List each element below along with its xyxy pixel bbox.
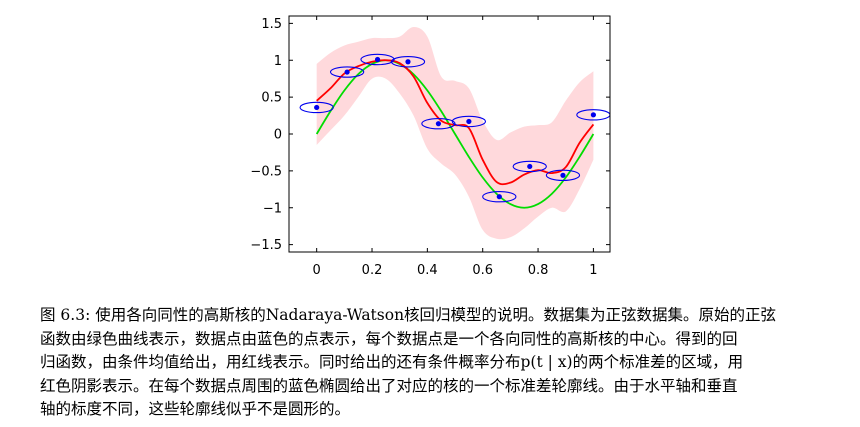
caption-line: 归函数，由条件均值给出，用红线表示。同时给出的还有条件概率分布p(t | x)的… <box>40 353 744 371</box>
caption-line: 图 6.3: 使用各向同性的高斯核的Nadaraya-Watson核回归模型的说… <box>40 306 777 324</box>
kernel-ellipse <box>482 190 517 203</box>
kernel-regression-chart: 0 0.2 0.4 0.6 0.8 1 −1.5 −1 −0.5 0 0.5 1 1.5 <box>250 15 611 278</box>
data-point <box>466 118 472 125</box>
data-point <box>590 112 596 118</box>
y-tick-label: −1 <box>263 201 282 216</box>
caption-line: 红色阴影表示。在每个数据点周围的蓝色椭圆给出了对应的核的一个标准差轮廓线。由于水… <box>40 376 738 395</box>
data-point <box>314 104 320 111</box>
y-tick-label: −0.5 <box>250 164 282 179</box>
kernel-ellipse <box>421 117 456 130</box>
y-tick-label: 0 <box>274 128 282 143</box>
data-point <box>344 69 350 75</box>
kernel-ellipse <box>545 169 581 182</box>
y-tick-label: 1.5 <box>261 17 282 32</box>
kernel-ellipse <box>451 115 487 128</box>
caption-line: 函数由绿色曲线表示，数据点由蓝色的点表示，每个数据点是一个各向同性的高斯核的中心… <box>40 329 738 348</box>
kernel-ellipse <box>299 101 334 114</box>
y-tick-label: −1.5 <box>250 238 282 253</box>
kernel-ellipse <box>512 160 547 173</box>
data-point <box>435 121 442 127</box>
data-point <box>527 163 533 170</box>
x-tick-label: 0.2 <box>362 263 383 278</box>
caption-line: 轴的标度不同，这些轮廓线似乎不是圆形的。 <box>40 400 351 418</box>
x-tick-label: 0.4 <box>417 263 438 278</box>
x-tick-label: 0.8 <box>528 263 549 278</box>
y-tick-label: 0.5 <box>261 91 282 106</box>
data-point <box>405 59 411 65</box>
kernel-ellipse <box>360 53 395 66</box>
data-point <box>560 172 566 178</box>
kernel-ellipse <box>390 56 426 68</box>
kernel-ellipse <box>329 66 365 78</box>
y-tick-label: 1 <box>274 54 282 69</box>
data-point <box>374 56 381 63</box>
data-point <box>496 194 502 200</box>
figure-caption: 图 6.3: 使用各向同性的高斯核的Nadaraya-Watson核回归模型的说… <box>40 304 830 422</box>
x-tick-label: 1 <box>589 263 597 278</box>
figure: 0 0.2 0.4 0.6 0.8 1 −1.5 −1 −0.5 0 0.5 1 1.5 <box>250 15 611 278</box>
x-tick-label: 0 <box>313 263 321 278</box>
x-tick-label: 0.6 <box>472 263 493 278</box>
sine-curve <box>315 59 595 209</box>
